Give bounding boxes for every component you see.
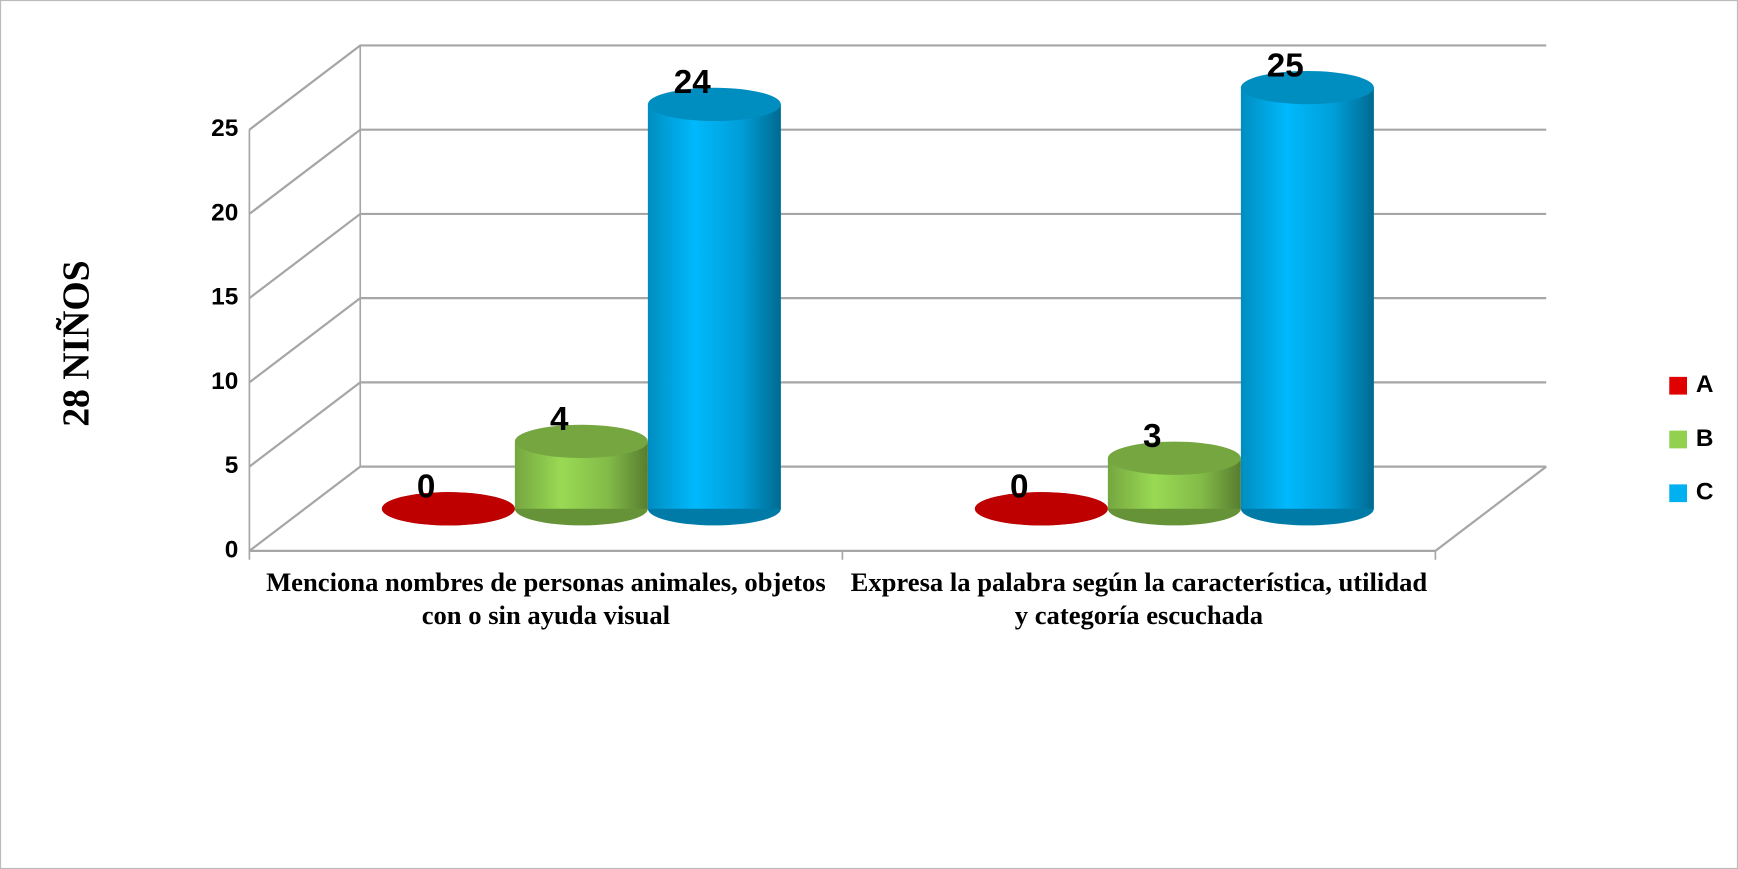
data-label: 3 [1143, 418, 1162, 455]
grid-line [248, 128, 1547, 215]
x-tick-label: Menciona nombres de personas animales, o… [266, 568, 826, 631]
bar [647, 104, 781, 509]
legend-swatch [1669, 376, 1688, 395]
legend-swatch [1669, 430, 1688, 449]
y-axis-label: 28 NIÑOS [55, 260, 97, 426]
y-tick-label: 5 [225, 452, 239, 479]
x-tick-label-box: Expresa la palabra según la característi… [850, 568, 1428, 631]
y-tick-label: 20 [211, 199, 238, 226]
data-label: 0 [1010, 469, 1029, 506]
grid-line [248, 212, 1547, 300]
data-label: 24 [674, 64, 711, 101]
grid-line [248, 297, 1547, 384]
legend-swatch [1669, 484, 1688, 503]
bar-top [514, 424, 648, 458]
y-tick-label: 25 [211, 115, 238, 142]
y-tick-label: 10 [211, 368, 238, 395]
data-label: 25 [1267, 47, 1304, 84]
data-label: 4 [550, 401, 569, 438]
bar-top [381, 492, 515, 526]
legend-label: C [1696, 479, 1714, 506]
grid-line [248, 381, 1547, 468]
y-tick-label: 0 [225, 536, 239, 563]
bar-top [1240, 70, 1374, 105]
legend-label: B [1696, 425, 1714, 452]
bar [1240, 87, 1374, 509]
bar-top [974, 492, 1108, 526]
grid-line [248, 44, 1547, 131]
x-tick-label: Expresa la palabra según la característi… [850, 568, 1428, 631]
y-tick-label: 15 [211, 284, 238, 311]
bar-top [1107, 441, 1241, 475]
data-label: 0 [417, 469, 436, 506]
legend-label: A [1696, 371, 1714, 398]
floor-edge [249, 465, 1547, 552]
bar-top [647, 87, 781, 122]
x-tick-label-box: Menciona nombres de personas animales, o… [266, 568, 826, 631]
